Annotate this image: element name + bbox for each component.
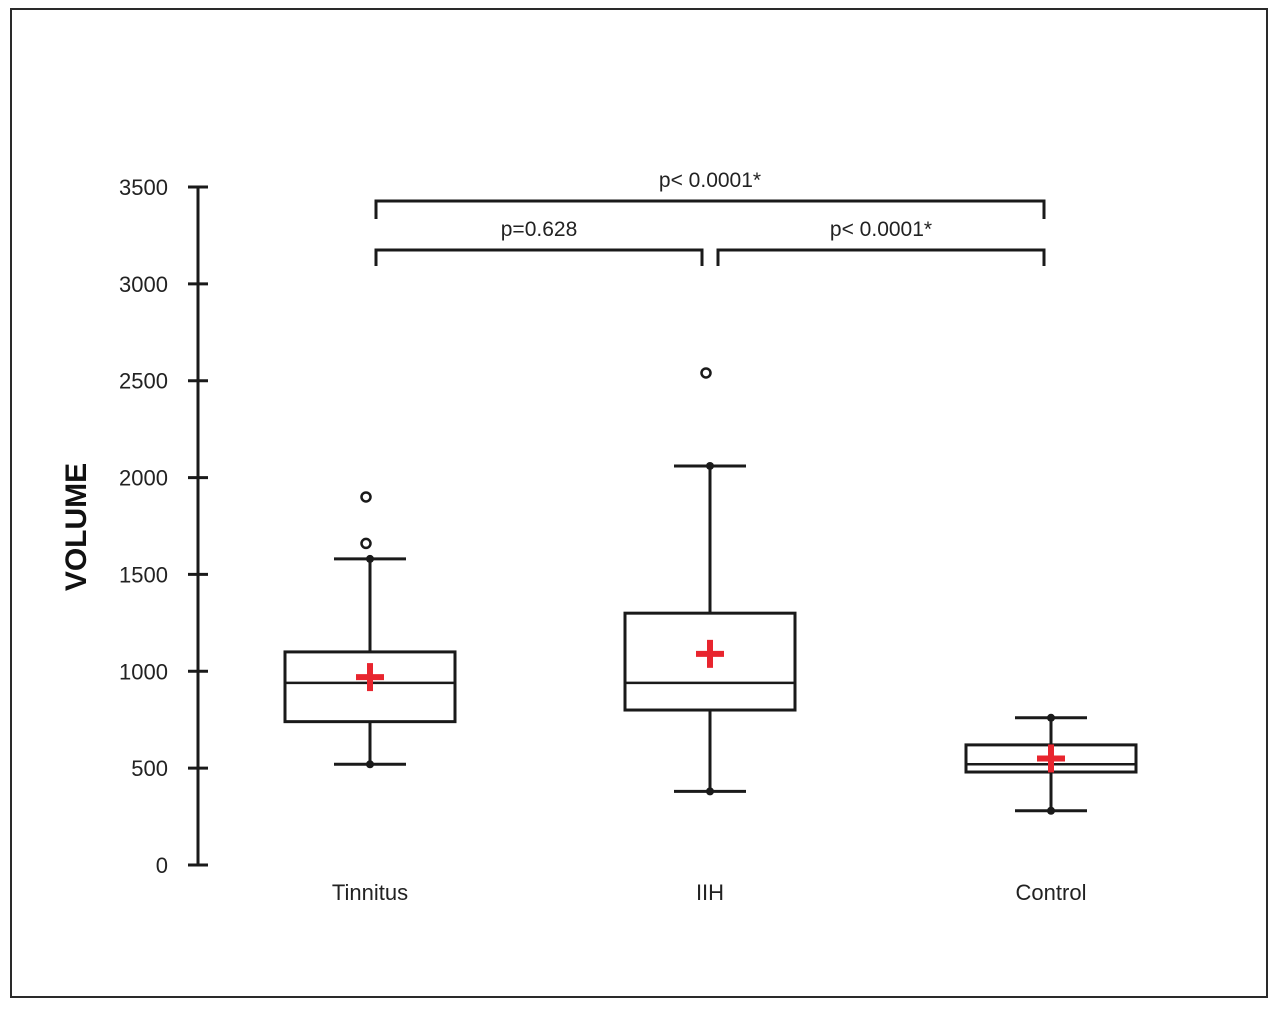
outlier-point: [360, 537, 372, 550]
y-tick-label: 2000: [119, 466, 168, 491]
y-axis: 0 500 1000 1500 2000 2500 3000 3500: [119, 175, 208, 878]
category-label-control: Control: [1016, 880, 1087, 905]
box-control: [964, 713, 1138, 815]
outlier-point: [360, 491, 372, 503]
significance-brackets: p< 0.0001* p=0.628 p< 0.0001*: [374, 169, 1046, 266]
whisker-end-dot: [706, 787, 714, 796]
outlier-point: [700, 367, 712, 379]
y-tick-label: 2500: [119, 369, 168, 394]
significance-bracket: p=0.628: [374, 218, 704, 266]
chart-frame: [10, 8, 1268, 998]
y-tick-label: 1500: [119, 562, 168, 587]
whisker-end-dot: [1047, 713, 1055, 722]
y-axis-title-group: VOLUME: [60, 463, 93, 591]
whisker-end-dot: [706, 461, 714, 470]
y-tick-label: 3500: [119, 175, 168, 200]
box-iih: [623, 367, 797, 796]
y-tick-label: 1000: [119, 659, 168, 684]
significance-bracket: p< 0.0001*: [374, 169, 1046, 219]
box-tinnitus: [283, 491, 457, 769]
whisker-end-dot: [366, 760, 374, 769]
y-axis-title: VOLUME: [60, 463, 93, 591]
boxes: [283, 367, 1138, 815]
whisker-end-dot: [1047, 806, 1055, 815]
bracket-line: [716, 248, 1046, 266]
y-tick-label: 3000: [119, 272, 168, 297]
y-tick-label: 500: [131, 756, 168, 781]
p-value-label: p< 0.0001*: [830, 218, 932, 241]
category-label-iih: IIH: [696, 880, 724, 905]
p-value-label: p< 0.0001*: [659, 169, 761, 192]
bracket-line: [374, 199, 1046, 219]
category-label-tinnitus: Tinnitus: [332, 880, 408, 905]
y-tick-label: 0: [156, 853, 168, 878]
whisker-end-dot: [366, 554, 374, 563]
significance-bracket: p< 0.0001*: [716, 218, 1046, 266]
bracket-line: [374, 248, 704, 266]
category-labels: Tinnitus IIH Control: [332, 880, 1087, 905]
p-value-label: p=0.628: [501, 218, 578, 241]
